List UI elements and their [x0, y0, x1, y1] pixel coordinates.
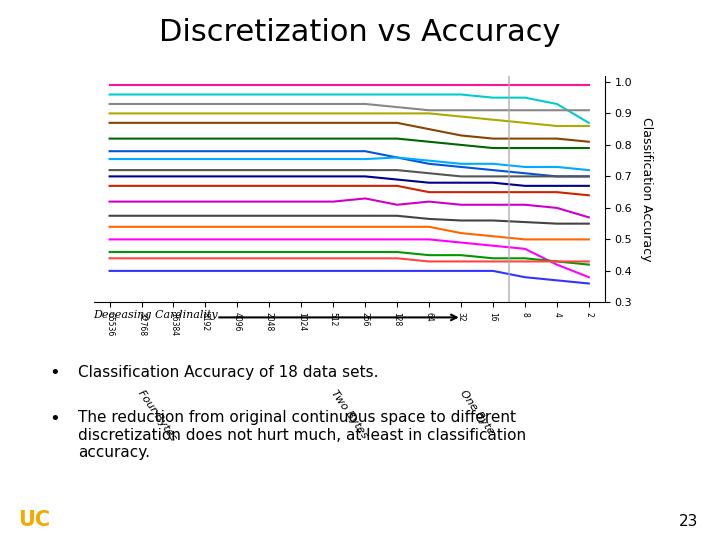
Text: Four Bytes: Four Bytes [136, 389, 179, 443]
Text: Deceasing Cardinality: Deceasing Cardinality [94, 310, 218, 320]
Text: Discretization vs Accuracy: Discretization vs Accuracy [159, 18, 561, 47]
Text: Two Bytes: Two Bytes [329, 389, 369, 441]
Text: •: • [49, 364, 60, 382]
Text: RIVERSIDE: RIVERSIDE [61, 511, 168, 529]
Text: •: • [49, 410, 60, 428]
Text: Classification Accuracy of 18 data sets.: Classification Accuracy of 18 data sets. [78, 364, 379, 380]
Text: 23: 23 [679, 514, 698, 529]
Text: One Byte: One Byte [458, 389, 496, 437]
Text: UC: UC [18, 510, 50, 530]
Y-axis label: Classification Accuracy: Classification Accuracy [640, 117, 653, 261]
Text: The reduction from original continuous space to different
discretization does no: The reduction from original continuous s… [78, 410, 526, 460]
